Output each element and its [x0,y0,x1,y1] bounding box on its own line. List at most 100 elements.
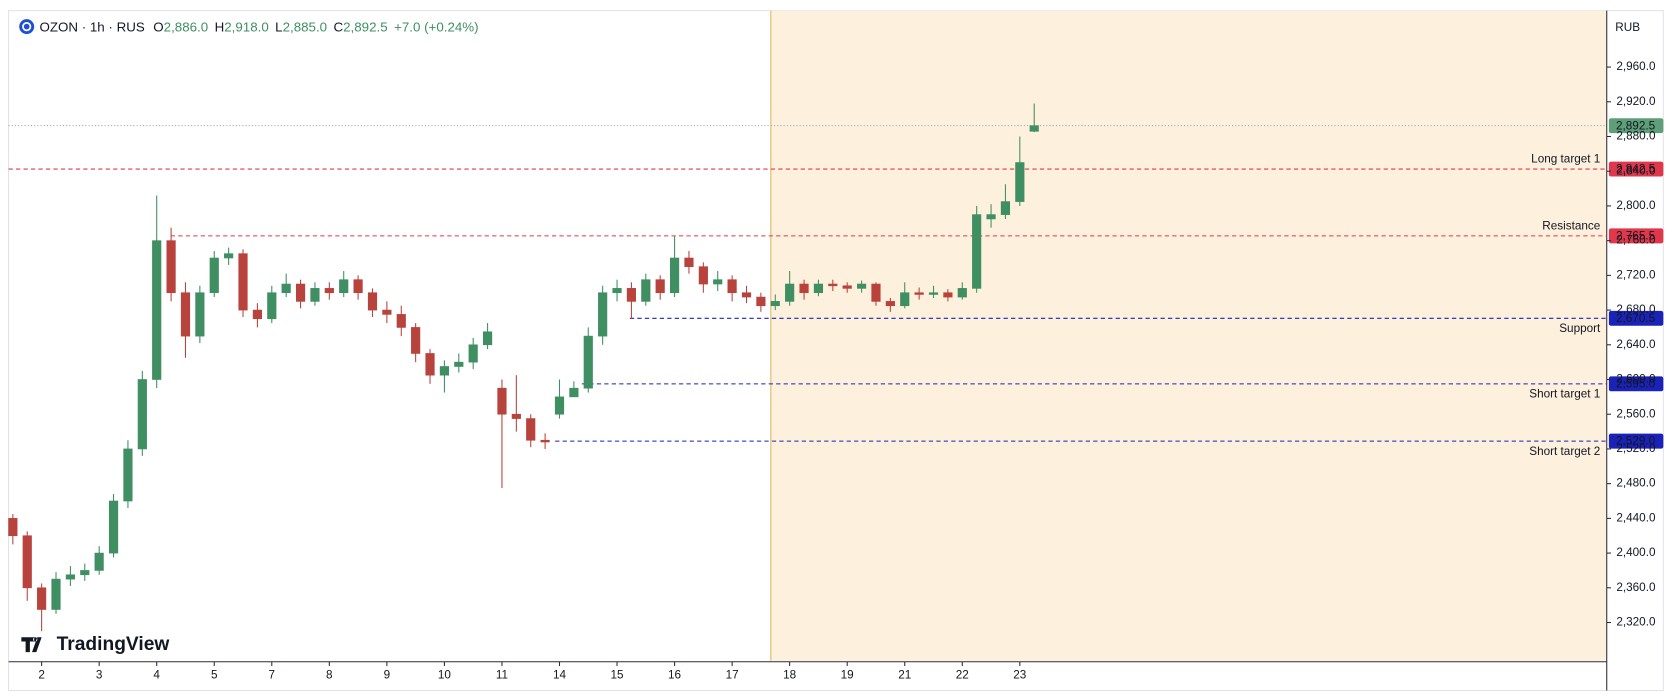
candle-body [22,535,32,589]
candle-body [439,366,450,376]
ohlc-label: O [153,19,163,34]
candle-body [641,279,651,302]
level-label: Long target 1 [1531,153,1600,166]
candle-body [382,309,392,315]
candle-body [65,574,75,580]
candle-body [339,279,349,294]
last-price-label: 2,892.5 [1616,119,1656,132]
candle-body [957,288,967,298]
y-tick-label: 2,640.0 [1616,338,1656,351]
candle-body [511,413,521,419]
candle-body [425,353,435,376]
ohlc-label: L [275,19,282,34]
candle-body [598,292,608,337]
y-tick-label: 2,520.0 [1616,442,1656,455]
candle-body [310,288,320,302]
candle-body [871,283,881,302]
level-badge [1608,161,1664,177]
candle-body [799,283,809,294]
currency: RUB [1615,21,1640,34]
level-badge-label: 2,765.5 [1616,230,1656,243]
candle-body [828,283,838,287]
session-highlight [770,10,1607,661]
candle-body [756,296,766,307]
watermark-logo [21,637,42,653]
candle-body [943,292,953,298]
candle-body [713,279,723,285]
candle-body [554,396,565,415]
candle-body [195,292,205,337]
candle-body [900,292,910,307]
candle-body [612,288,622,294]
x-tick-label: 19 [841,669,854,682]
level-label: Short target 1 [1529,388,1600,401]
level-badge [1608,433,1664,449]
watermark: TradingView [21,634,169,655]
ohlc-label: C [334,19,344,34]
candle-body [813,283,824,294]
y-tick-label: 2,880.0 [1616,130,1656,143]
x-tick-label: 23 [1013,669,1026,682]
candle-body [655,279,665,294]
candle-body [454,361,464,367]
level-label: Support [1559,322,1601,335]
candle-body [482,331,493,346]
candle-body [137,379,147,450]
candle-body [209,257,219,294]
ohlc-value: 2,892.5 [343,19,388,34]
x-tick-label: 3 [96,669,103,682]
candle-body [324,288,334,294]
x-tick-label: 22 [956,669,969,682]
candle-body [856,283,867,289]
level-label: Resistance [1542,219,1600,232]
candle-body [770,301,780,307]
candle-body [928,292,939,295]
watermark-text: TradingView [57,634,170,655]
y-tick-label: 2,960.0 [1616,60,1656,73]
candle-body [1000,201,1011,215]
candle-body [914,292,924,295]
x-tick-label: 15 [611,669,625,682]
x-tick-label: 21 [898,669,911,682]
candle-body [108,500,119,554]
candle-body [540,439,550,443]
candle-body [8,518,18,537]
y-tick-label: 2,840.0 [1616,164,1656,177]
x-tick-label: 16 [668,669,681,682]
x-tick-label: 4 [153,669,160,682]
level-badge [1608,376,1664,392]
x-tick-label: 9 [384,669,391,682]
candle-body [180,292,191,337]
y-tick-label: 2,920.0 [1616,95,1656,108]
y-tick-label: 2,720.0 [1616,268,1656,281]
candle-body [267,292,277,320]
level-badge-label: 2,595.0 [1616,377,1656,390]
ohlc-label: H [215,19,225,34]
x-tick-label: 10 [438,669,452,682]
candle-body [583,335,593,389]
y-tick-label: 2,600.0 [1616,373,1656,386]
candle-body [396,314,406,328]
ohlc-value: 2,885.0 [283,19,328,34]
x-tick-label: 18 [783,669,797,682]
candle-body [353,279,363,294]
x-tick-label: 8 [326,669,333,682]
candle-body [785,283,795,302]
candle-body [626,288,637,302]
candle-body [295,283,306,302]
y-tick-label: 2,680.0 [1616,303,1656,316]
candle-body [698,266,708,285]
candle-body [741,292,752,298]
change: +7.0 (+0.24%) [394,19,479,34]
candle-body [526,418,536,441]
x-tick-label: 7 [269,669,276,682]
y-tick-label: 2,320.0 [1616,616,1656,629]
candle-body [569,387,579,398]
y-tick-label: 2,760.0 [1616,234,1656,247]
level-badge-label: 2,842.5 [1616,163,1656,176]
candle-body [224,253,234,259]
candle-body [885,301,895,307]
symbol: OZON · 1h · RUS [40,19,145,34]
level-badge-label: 2,529.0 [1616,435,1656,448]
